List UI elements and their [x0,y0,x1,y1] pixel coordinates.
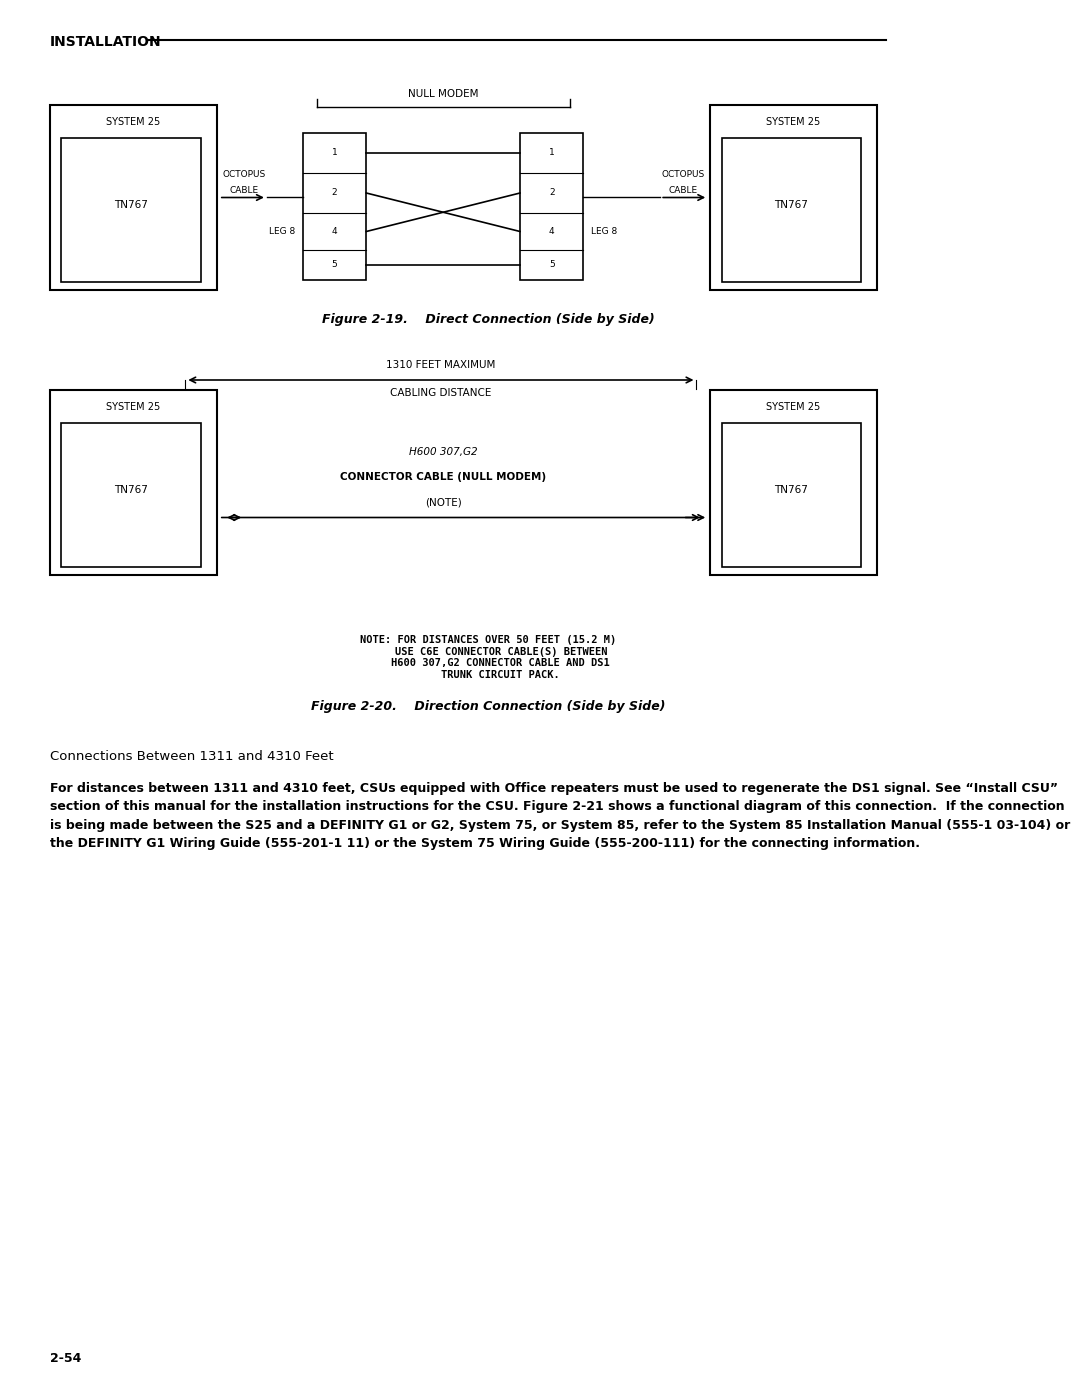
Text: Figure 2-20.    Direction Connection (Side by Side): Figure 2-20. Direction Connection (Side … [311,700,665,713]
Text: OCTOPUS: OCTOPUS [222,170,266,180]
Text: OCTOPUS: OCTOPUS [661,170,704,180]
Text: SYSTEM 25: SYSTEM 25 [767,402,821,412]
FancyBboxPatch shape [521,133,583,280]
Text: CABLE: CABLE [669,187,698,195]
Text: CABLE: CABLE [230,187,259,195]
FancyBboxPatch shape [62,423,201,566]
Text: 1: 1 [332,148,338,158]
Text: TN767: TN767 [774,485,808,495]
Text: SYSTEM 25: SYSTEM 25 [767,117,821,127]
Text: 2: 2 [549,188,554,198]
Text: Connections Between 1311 and 4310 Feet: Connections Between 1311 and 4310 Feet [50,751,334,763]
Text: LEG 8: LEG 8 [591,227,617,236]
Text: INSTALLATION: INSTALLATION [50,35,161,49]
FancyBboxPatch shape [62,138,201,282]
Text: NOTE: FOR DISTANCES OVER 50 FEET (15.2 M)
    USE C6E CONNECTOR CABLE(S) BETWEEN: NOTE: FOR DISTANCES OVER 50 FEET (15.2 M… [361,635,617,679]
FancyBboxPatch shape [50,105,217,290]
Text: 5: 5 [332,261,338,269]
Text: Figure 2-19.    Direct Connection (Side by Side): Figure 2-19. Direct Connection (Side by … [322,312,654,326]
Text: TN767: TN767 [774,199,808,211]
Text: TN767: TN767 [114,199,148,211]
Text: 2: 2 [332,188,337,198]
Text: 4: 4 [332,227,337,236]
Text: CONNECTOR CABLE (NULL MODEM): CONNECTOR CABLE (NULL MODEM) [340,473,546,483]
FancyBboxPatch shape [710,391,877,575]
Text: CABLING DISTANCE: CABLING DISTANCE [390,388,491,398]
Text: NULL MODEM: NULL MODEM [408,89,478,99]
Text: For distances between 1311 and 4310 feet, CSUs equipped with Office repeaters mu: For distances between 1311 and 4310 feet… [50,783,1070,851]
FancyBboxPatch shape [710,105,877,290]
FancyBboxPatch shape [50,391,217,575]
FancyBboxPatch shape [721,138,861,282]
Text: 1310 FEET MAXIMUM: 1310 FEET MAXIMUM [387,360,496,370]
FancyBboxPatch shape [303,133,366,280]
Text: TN767: TN767 [114,485,148,495]
Text: 1: 1 [549,148,554,158]
Text: LEG 8: LEG 8 [270,227,296,236]
Text: 5: 5 [549,261,554,269]
Text: SYSTEM 25: SYSTEM 25 [106,402,161,412]
Text: 2-54: 2-54 [50,1352,81,1364]
Text: SYSTEM 25: SYSTEM 25 [106,117,161,127]
Text: (NOTE): (NOTE) [424,498,461,508]
Text: 4: 4 [549,227,554,236]
FancyBboxPatch shape [721,423,861,566]
Text: H600 307,G2: H600 307,G2 [409,448,477,458]
